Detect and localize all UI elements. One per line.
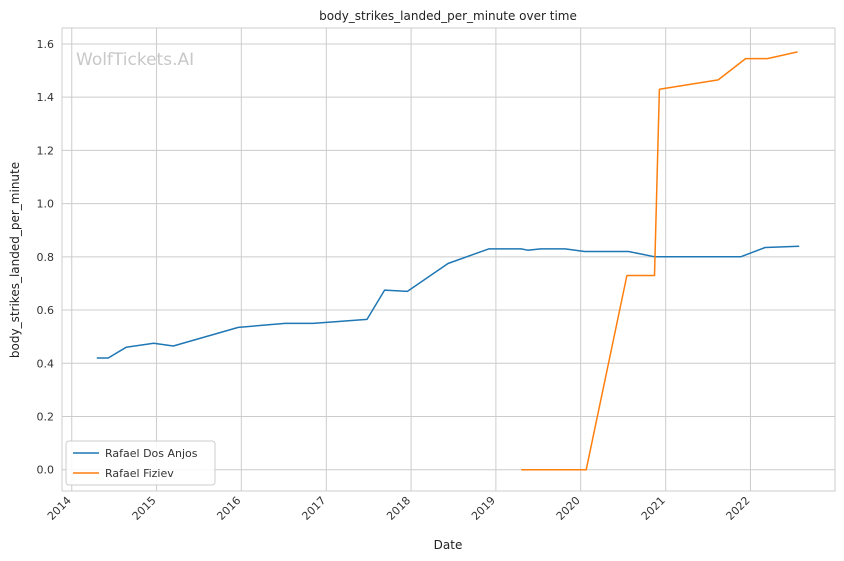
series-line-rafael-dos-anjos xyxy=(96,245,800,359)
x-axis-ticks: 2014 2015 2016 2017 2018 2019 2020 2021 2022 xyxy=(45,494,753,523)
x-tick-label: 2015 xyxy=(130,494,159,523)
series-line-rafael-fiziev xyxy=(521,51,798,471)
x-tick-label: 2019 xyxy=(469,494,498,523)
y-tick-label: 0.4 xyxy=(37,357,55,370)
y-tick-label: 0.6 xyxy=(37,304,55,317)
y-tick-label: 1.6 xyxy=(37,38,55,51)
series-layer xyxy=(96,51,800,471)
x-tick-label: 2018 xyxy=(384,494,413,523)
y-tick-label: 1.0 xyxy=(37,198,55,211)
y-axis-label: body_strikes_landed_per_minute xyxy=(8,162,22,358)
y-tick-label: 0.0 xyxy=(37,464,55,477)
x-axis-label: Date xyxy=(434,538,463,552)
y-tick-label: 1.4 xyxy=(37,91,55,104)
legend-label-rafael-dos-anjos: Rafael Dos Anjos xyxy=(105,447,198,460)
plot-area xyxy=(61,27,836,492)
grid xyxy=(62,28,835,491)
x-tick-label: 2016 xyxy=(214,494,243,523)
y-tick-label: 0.8 xyxy=(37,251,55,264)
y-axis-ticks: 0.0 0.2 0.4 0.6 0.8 1.0 1.2 1.4 1.6 xyxy=(37,38,55,477)
legend: Rafael Dos Anjos Rafael Fiziev xyxy=(65,440,216,486)
x-tick-label: 2020 xyxy=(554,494,583,523)
x-tick-label: 2021 xyxy=(639,494,668,523)
legend-label-rafael-fiziev: Rafael Fiziev xyxy=(105,467,174,480)
y-tick-label: 0.2 xyxy=(37,410,55,423)
legend-box xyxy=(65,440,216,486)
x-tick-label: 2017 xyxy=(299,494,328,523)
y-tick-label: 1.2 xyxy=(37,144,55,157)
chart-title: body_strikes_landed_per_minute over time xyxy=(319,9,577,23)
x-tick-label: 2014 xyxy=(45,494,74,523)
watermark-text: WolfTickets.AI xyxy=(76,50,194,70)
x-tick-label: 2022 xyxy=(724,494,753,523)
